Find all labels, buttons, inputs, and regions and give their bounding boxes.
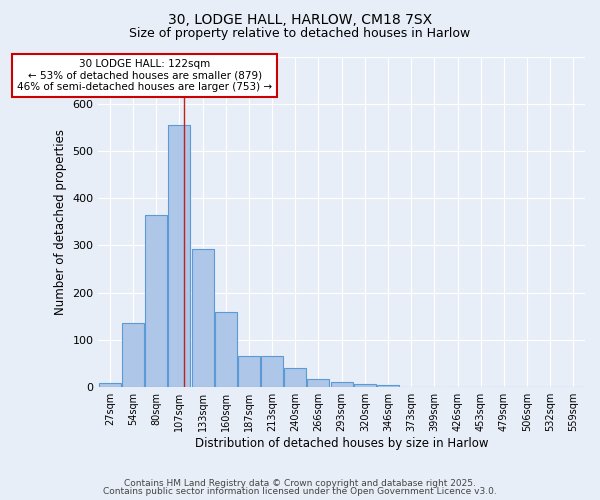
Text: Contains HM Land Registry data © Crown copyright and database right 2025.: Contains HM Land Registry data © Crown c… <box>124 478 476 488</box>
Text: 30 LODGE HALL: 122sqm
← 53% of detached houses are smaller (879)
46% of semi-det: 30 LODGE HALL: 122sqm ← 53% of detached … <box>17 59 272 92</box>
Bar <box>377 386 399 387</box>
X-axis label: Distribution of detached houses by size in Harlow: Distribution of detached houses by size … <box>195 437 488 450</box>
Bar <box>354 384 376 387</box>
Y-axis label: Number of detached properties: Number of detached properties <box>54 129 67 315</box>
Bar <box>331 382 353 387</box>
Bar <box>145 215 167 387</box>
Text: Size of property relative to detached houses in Harlow: Size of property relative to detached ho… <box>130 28 470 40</box>
Bar <box>284 368 306 387</box>
Bar <box>261 356 283 387</box>
Bar <box>99 384 121 387</box>
Text: Contains public sector information licensed under the Open Government Licence v3: Contains public sector information licen… <box>103 487 497 496</box>
Bar <box>307 378 329 387</box>
Text: 30, LODGE HALL, HARLOW, CM18 7SX: 30, LODGE HALL, HARLOW, CM18 7SX <box>168 12 432 26</box>
Bar <box>215 312 237 387</box>
Bar <box>191 249 214 387</box>
Bar <box>122 324 144 387</box>
Bar <box>238 356 260 387</box>
Bar <box>169 125 190 387</box>
